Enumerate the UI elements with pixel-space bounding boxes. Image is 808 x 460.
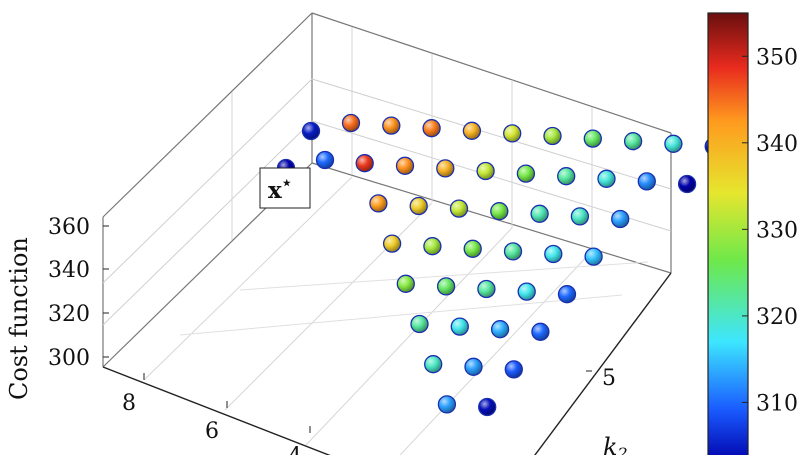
data-point bbox=[623, 132, 643, 151]
data-point bbox=[611, 209, 630, 229]
data-point bbox=[504, 360, 523, 379]
data-point bbox=[464, 357, 483, 376]
data-point bbox=[544, 244, 563, 264]
data-point bbox=[477, 279, 496, 299]
colorbar-tick-label: 340 bbox=[756, 132, 798, 157]
data-point bbox=[557, 285, 577, 304]
data-point bbox=[315, 150, 335, 170]
data-point bbox=[490, 202, 509, 221]
z-axis-label: Cost function bbox=[5, 237, 33, 400]
data-point bbox=[597, 169, 616, 188]
grid-line bbox=[179, 294, 623, 336]
data-point bbox=[410, 314, 429, 334]
data-point bbox=[664, 134, 683, 153]
optimum-annotation: x⋆ bbox=[259, 167, 311, 209]
x-tick-label: 4 bbox=[288, 444, 302, 455]
z-tick-label: 320 bbox=[48, 302, 90, 327]
x-tick-label: 6 bbox=[205, 419, 219, 444]
data-point bbox=[557, 167, 576, 186]
colorbar-tick-label: 330 bbox=[756, 218, 798, 243]
data-point bbox=[530, 204, 549, 223]
data-point bbox=[409, 196, 428, 216]
colorbar-gradient bbox=[707, 12, 749, 460]
data-point bbox=[584, 247, 603, 266]
annotation-text: x⋆ bbox=[268, 173, 292, 204]
data-point bbox=[382, 116, 401, 135]
grid-line bbox=[102, 78, 313, 284]
colorbar: 310 320 330 340 350 bbox=[707, 12, 798, 460]
data-point bbox=[341, 113, 361, 133]
grid-line bbox=[239, 261, 649, 291]
floor-edge bbox=[530, 272, 672, 460]
data-point bbox=[424, 355, 443, 374]
data-point bbox=[570, 207, 590, 226]
grid-line bbox=[311, 78, 672, 190]
data-point bbox=[396, 274, 415, 293]
data-point bbox=[503, 242, 523, 261]
y-axis-label-subscript: 2 bbox=[617, 444, 628, 455]
data-point bbox=[450, 317, 469, 336]
data-point bbox=[437, 395, 457, 414]
data-point bbox=[463, 239, 482, 258]
data-point bbox=[637, 172, 656, 191]
data-point bbox=[517, 282, 536, 301]
y-axis-label-main: k bbox=[603, 433, 618, 455]
z-tick-label: 340 bbox=[48, 258, 90, 283]
z-tick-label: 300 bbox=[48, 346, 90, 371]
frame-edge bbox=[102, 12, 313, 218]
y-axis-label: k2 bbox=[603, 433, 628, 455]
frame-edge bbox=[311, 162, 672, 274]
annotation-main: x bbox=[268, 177, 282, 204]
data-point bbox=[478, 397, 497, 417]
data-point bbox=[449, 199, 469, 218]
grid-line bbox=[224, 202, 433, 411]
data-point bbox=[476, 161, 495, 181]
axes-frame bbox=[102, 12, 672, 460]
frame-edge bbox=[311, 12, 672, 134]
data-point bbox=[436, 277, 456, 296]
data-point bbox=[531, 322, 550, 341]
data-point bbox=[436, 159, 455, 178]
grid-line bbox=[102, 120, 313, 326]
annotation-superscript: ⋆ bbox=[282, 173, 292, 192]
data-point bbox=[677, 174, 697, 194]
data-point bbox=[462, 121, 482, 140]
z-tick-label: 360 bbox=[48, 215, 90, 240]
colorbar-tick-label: 350 bbox=[756, 45, 798, 70]
colorbar-tick-label: 320 bbox=[756, 305, 798, 330]
data-point bbox=[543, 126, 562, 146]
data-point bbox=[422, 119, 441, 138]
data-point bbox=[355, 154, 374, 173]
data-point bbox=[382, 234, 402, 253]
data-point bbox=[503, 124, 522, 143]
data-point bbox=[516, 164, 536, 183]
data-point bbox=[583, 129, 602, 148]
grid-line bbox=[305, 227, 513, 446]
grid-line bbox=[143, 176, 353, 381]
x-tick-label: 8 bbox=[122, 391, 136, 416]
data-point bbox=[395, 156, 415, 175]
data-point bbox=[490, 320, 510, 339]
y-tick-label: 5 bbox=[602, 366, 616, 391]
annotation-box bbox=[259, 167, 311, 209]
grid-line bbox=[394, 250, 593, 460]
colorbar-tick-label: 310 bbox=[756, 391, 798, 416]
data-point bbox=[423, 237, 442, 256]
data-points bbox=[276, 113, 723, 417]
data-point bbox=[369, 194, 388, 213]
data-point bbox=[301, 121, 321, 141]
